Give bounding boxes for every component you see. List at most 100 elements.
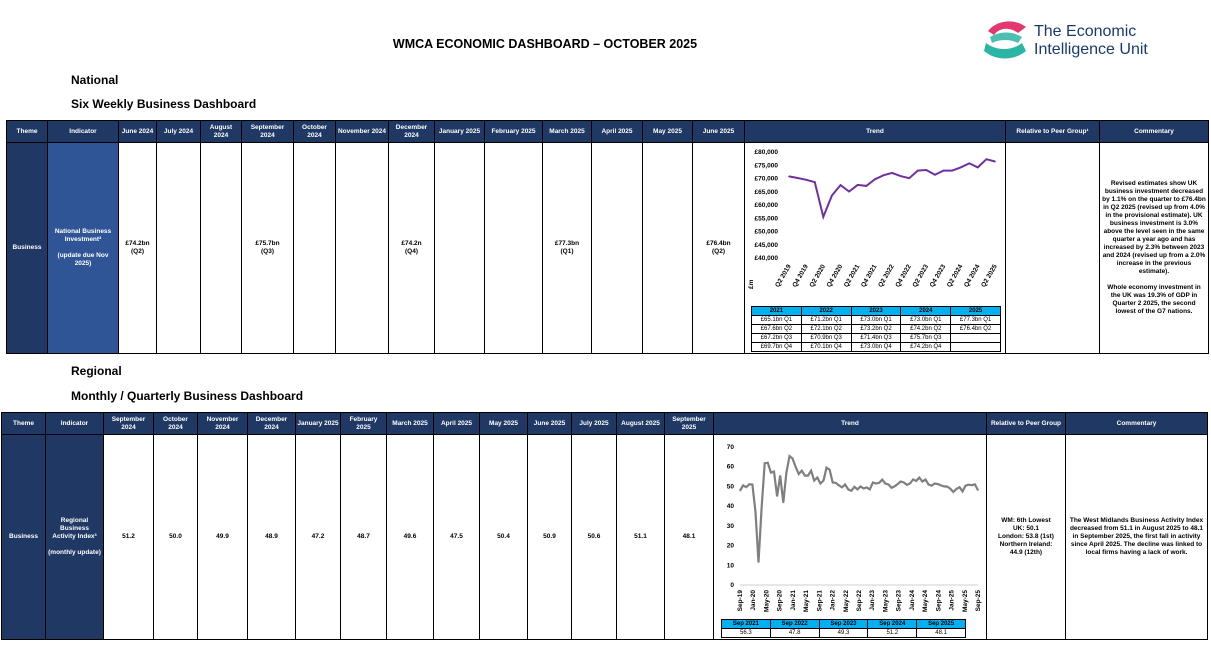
- x-tick-label: Jan-24: [909, 590, 916, 611]
- value-cell: [335, 142, 389, 354]
- page-title: WMCA ECONOMIC DASHBOARD – OCTOBER 2025: [392, 37, 698, 51]
- peer-line: London: 53.8 (1st): [998, 533, 1054, 540]
- data-point: [934, 482, 936, 485]
- mini-cell: £67.2bn Q3: [751, 332, 802, 343]
- data-point: [890, 487, 893, 489]
- mini-cell: [950, 341, 1001, 352]
- value-cell: [434, 142, 485, 354]
- commentary-para: Whole economy investment in the UK was 1…: [1107, 284, 1201, 315]
- mini-cell: £74.2bn Q4: [900, 341, 952, 352]
- mini-cell: £73.0bn Q1: [850, 314, 902, 325]
- data-point: [951, 169, 953, 171]
- peer-line: Northern Ireland:: [999, 541, 1053, 548]
- data-point: [881, 479, 883, 481]
- x-tick-label: Sep-22: [856, 590, 863, 612]
- data-point: [927, 483, 930, 486]
- commentary-para: Revised estimates show UK business inves…: [1102, 180, 1206, 275]
- x-tick-label: Q2 2019: [774, 263, 793, 288]
- regional-header-row: Theme Indicator September 2024 October 2…: [1, 412, 1208, 435]
- col-header: April 2025: [591, 120, 643, 143]
- mini-cell: £71.4bn Q3: [850, 332, 902, 343]
- indicator-note: (monthly update): [48, 549, 101, 556]
- mini-cell: £67.6bn Q2: [751, 323, 802, 334]
- y-tick-label: £55,000: [755, 215, 779, 222]
- col-header: August 2025: [616, 412, 665, 435]
- data-point: [838, 484, 840, 487]
- data-point: [937, 483, 939, 485]
- data-point: [985, 157, 988, 160]
- indicator-name: National Business Investment²: [54, 228, 112, 243]
- y-tick-label: 20: [727, 543, 735, 550]
- logo-mark-icon: [984, 21, 1026, 59]
- col-header: Relative to Peer Group: [986, 412, 1066, 435]
- value-cell: 51.2: [103, 434, 154, 640]
- data-point: [822, 479, 825, 482]
- col-header: September 2025: [664, 412, 714, 435]
- data-point: [942, 169, 945, 171]
- data-point: [965, 485, 967, 487]
- data-point: [918, 476, 920, 479]
- mini-cell: 56.3: [721, 628, 771, 638]
- regional-trend-table: Sep 2021 Sep 2022 Sep 2023 Sep 2024 Sep …: [721, 619, 966, 638]
- value-cell: 51.1: [616, 434, 665, 640]
- mini-cell: £71.2bn Q1: [800, 314, 852, 325]
- data-point: [745, 486, 747, 488]
- value-cell: [642, 142, 693, 354]
- indicator-note: (update due Nov 2025): [57, 252, 109, 267]
- data-point: [798, 473, 800, 475]
- y-tick-label: 30: [727, 523, 735, 530]
- value-cell: 50.4: [479, 434, 528, 640]
- data-point: [782, 501, 784, 504]
- data-point: [788, 175, 790, 177]
- data-point: [912, 478, 914, 481]
- data-point: [841, 486, 843, 489]
- col-header: April 2025: [433, 412, 480, 435]
- national-table: Theme Indicator June 2024 July 2024 Augu…: [6, 120, 1209, 354]
- data-point: [791, 457, 794, 460]
- data-point: [959, 166, 962, 168]
- value-cell: [293, 142, 336, 354]
- data-point: [909, 482, 911, 485]
- data-point: [949, 487, 951, 490]
- peer-line: UK: 50.1: [1012, 525, 1039, 532]
- regional-data-row: Business Regional Business Activity Inde…: [1, 434, 1208, 640]
- x-tick-label: Q4 2021: [860, 263, 879, 288]
- col-header: January 2025: [434, 120, 485, 143]
- regional-section-label: Regional: [71, 364, 122, 378]
- data-point: [807, 474, 809, 477]
- data-point: [921, 480, 923, 483]
- y-tick-label: 40: [727, 503, 735, 510]
- data-point: [757, 561, 760, 563]
- data-point: [785, 472, 787, 474]
- mini-cell: £73.0bn Q4: [850, 341, 902, 352]
- col-header: Trend: [713, 412, 987, 435]
- data-point: [764, 462, 766, 464]
- mini-header: 2021: [751, 305, 802, 316]
- col-header: June 2025: [692, 120, 745, 143]
- data-point: [897, 483, 899, 485]
- national-trend-chart: £80,000 £75,000 £70,000 £65,000 £60,000 £55,0…: [748, 149, 999, 289]
- x-tick-label: Jan-20: [750, 590, 757, 611]
- mini-cell: [950, 332, 1001, 343]
- series-line: [739, 454, 979, 563]
- data-point: [924, 478, 927, 481]
- value-cell: [591, 142, 643, 354]
- data-point: [776, 495, 778, 497]
- value-cell: £74.2n (Q4): [388, 142, 435, 354]
- col-header: Relative to Peer Group¹: [1005, 120, 1100, 143]
- col-header: November 2024: [335, 120, 389, 143]
- mini-cell: £69.7bn Q4: [751, 341, 802, 352]
- y-tick-label: £50,000: [755, 228, 779, 235]
- data-point: [872, 481, 874, 484]
- data-point: [770, 472, 772, 474]
- value-cell: 47.2: [295, 434, 341, 640]
- data-point: [819, 482, 821, 485]
- y-tick-label: 70: [727, 444, 735, 451]
- mini-cell: 47.8: [769, 628, 820, 638]
- value-cell: 47.5: [433, 434, 480, 640]
- data-point: [968, 162, 971, 164]
- col-header: March 2025: [542, 120, 592, 143]
- data-point: [822, 215, 825, 218]
- data-point: [795, 466, 797, 468]
- data-point: [848, 190, 850, 192]
